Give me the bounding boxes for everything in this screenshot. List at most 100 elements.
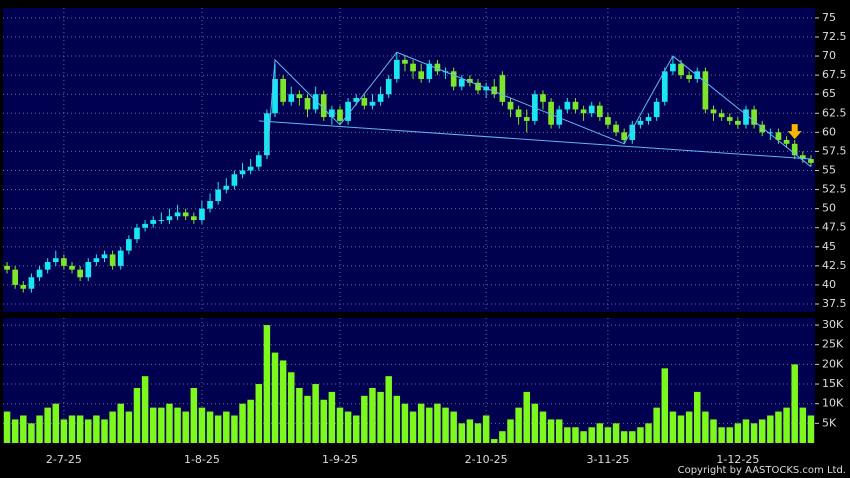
candle-body [369,101,376,106]
candle-body [255,155,262,167]
volume-bar [596,423,604,443]
copyright: Copyright by AASTOCKS.com Ltd. [678,465,846,476]
volume-bar [247,399,254,443]
y-tick-label: 47.5 [822,221,847,234]
candle-body [710,109,717,114]
candle-body [329,109,335,118]
volume-bar [783,407,790,443]
y-tick-label: 52.5 [822,183,847,196]
trendline [266,51,812,168]
y-tick-label: 75 [822,11,836,24]
volume-bar [255,384,263,443]
candle-body [588,105,595,114]
volume-bar [466,419,474,443]
x-tick-label: 1-12-25 [716,453,759,466]
candle-body [491,86,498,95]
y-tick-label: 40 [822,278,836,291]
y-tick-label: 25K [822,338,844,351]
candle-body [247,166,254,171]
candle-body [190,216,197,221]
candle-body [93,258,100,263]
volume-bar [385,376,392,443]
y-tick-label: 57.5 [822,144,847,157]
candle-body [239,170,246,175]
volume-bar [369,387,376,443]
volume-bar [76,415,84,443]
volume-bar [620,431,628,443]
y-tick-label: 65 [822,87,836,100]
candle-body [109,254,116,266]
candle-body [158,220,165,222]
candle-body [799,155,806,160]
signal-arrow [787,124,802,140]
volume-bar [417,403,425,443]
volume-bar [629,431,636,443]
volume-panel [3,318,815,443]
volume-bar [694,391,701,443]
volume-bar [231,415,238,443]
candle-body [629,124,636,140]
volume-bar [702,411,709,443]
candle-body [320,94,327,118]
x-tick-label: 2-7-25 [46,453,82,466]
candle-body [377,94,384,102]
candle-body [670,63,676,72]
candle-body [467,78,473,83]
volume-bar [718,427,725,443]
candle-body [52,258,59,263]
candle-body [182,212,189,217]
candle-body [759,124,766,133]
volume-bar [507,419,514,443]
volume-bar [198,407,206,443]
volume-bar [450,411,457,443]
volume-bar [312,384,319,443]
volume-bar [515,407,522,443]
y-tick-label: 45 [822,240,836,253]
volume-bar [791,364,798,443]
y-tick-label: 62.5 [822,106,847,119]
candle-body [783,139,790,144]
volume-bar [572,427,579,443]
volume-bar [166,403,173,443]
volume-bar [750,423,758,443]
volume-bar [133,387,141,443]
y-tick-label: 30K [822,318,844,331]
y-tick-label: 60 [822,125,836,138]
candle-body [751,109,757,125]
candle-body [426,63,433,79]
price-panel [3,8,815,312]
volume-bar [458,423,466,443]
y-tick-label: 55 [822,163,836,176]
volume-bar [393,395,401,443]
volume-bar [409,411,417,443]
volume-bar [499,431,506,443]
volume-bar [68,415,76,443]
candle-body [199,208,205,221]
candle-body [134,227,140,240]
volume-bar [726,427,733,443]
candle-body [572,101,579,110]
volume-bar [36,415,43,443]
volume-bar [588,427,595,443]
volume-bar [531,403,539,443]
candle-body [385,78,392,95]
candle-body [215,189,222,202]
candle-body [12,269,19,285]
volume-bar [742,419,750,443]
candle-body [288,94,295,102]
candle-body [402,59,408,64]
y-tick-label: 15K [822,377,844,390]
volume-bar [52,403,60,443]
candle-body [28,277,35,289]
y-tick-label: 20K [822,357,844,370]
volume-bar [288,372,295,443]
candle-body [645,117,652,121]
candle-body [475,82,481,91]
volume-bar [539,411,547,443]
candle-body [613,124,619,133]
volume-bar [799,407,807,443]
candle-body [174,212,181,217]
candle-body [621,132,628,140]
candle-body [507,101,514,110]
